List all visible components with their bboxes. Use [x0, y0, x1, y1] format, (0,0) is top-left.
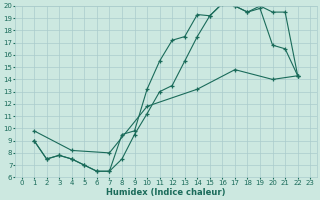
X-axis label: Humidex (Indice chaleur): Humidex (Indice chaleur): [106, 188, 226, 197]
